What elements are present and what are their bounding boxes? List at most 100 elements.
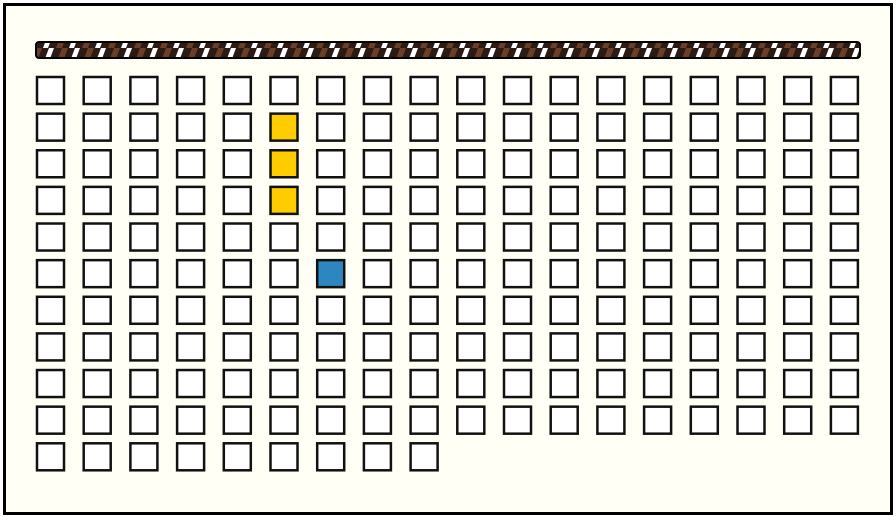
cell[interactable]	[829, 222, 860, 252]
cell[interactable]	[549, 405, 579, 435]
cell[interactable]	[502, 185, 533, 216]
cell[interactable]	[269, 442, 299, 472]
cell[interactable]	[829, 185, 860, 216]
cell[interactable]	[35, 149, 66, 179]
cell[interactable]	[409, 442, 439, 472]
cell[interactable]	[642, 332, 673, 362]
cell[interactable]	[409, 368, 439, 399]
cell[interactable]	[596, 222, 626, 252]
cell[interactable]	[502, 368, 533, 399]
cell[interactable]	[222, 222, 253, 252]
cell[interactable]	[829, 258, 860, 289]
cell[interactable]	[222, 405, 253, 435]
cell[interactable]	[315, 332, 346, 362]
cell[interactable]	[502, 258, 533, 289]
cell[interactable]	[549, 185, 579, 216]
cell[interactable]	[362, 185, 393, 216]
cell[interactable]	[642, 222, 673, 252]
cell[interactable]	[736, 368, 766, 399]
cell[interactable]	[362, 295, 393, 326]
cell[interactable]	[82, 258, 112, 289]
cell[interactable]	[829, 75, 860, 106]
cell[interactable]	[222, 332, 253, 362]
cell[interactable]	[222, 75, 253, 106]
cell[interactable]	[175, 368, 206, 399]
cell[interactable]	[456, 332, 486, 362]
cell[interactable]	[82, 368, 112, 399]
cell[interactable]	[642, 149, 673, 179]
cell[interactable]	[736, 405, 766, 435]
cell[interactable]	[175, 332, 206, 362]
cell[interactable]	[829, 368, 860, 399]
cell[interactable]	[362, 222, 393, 252]
cell[interactable]	[829, 112, 860, 142]
cell[interactable]	[689, 112, 720, 142]
cell[interactable]	[129, 222, 159, 252]
cell[interactable]	[222, 258, 253, 289]
cell[interactable]	[642, 75, 673, 106]
yellow-cell[interactable]	[269, 149, 299, 179]
cell[interactable]	[782, 185, 813, 216]
cell[interactable]	[129, 405, 159, 435]
cell[interactable]	[689, 149, 720, 179]
cell[interactable]	[82, 295, 112, 326]
cell[interactable]	[362, 75, 393, 106]
cell[interactable]	[689, 258, 720, 289]
cell[interactable]	[175, 405, 206, 435]
cell[interactable]	[82, 222, 112, 252]
cell[interactable]	[315, 368, 346, 399]
cell[interactable]	[82, 75, 112, 106]
cell[interactable]	[35, 258, 66, 289]
cell[interactable]	[129, 112, 159, 142]
cell[interactable]	[82, 405, 112, 435]
cell[interactable]	[689, 368, 720, 399]
cell[interactable]	[129, 368, 159, 399]
cell[interactable]	[782, 112, 813, 142]
cell[interactable]	[175, 442, 206, 472]
cell[interactable]	[736, 222, 766, 252]
cell[interactable]	[829, 332, 860, 362]
cell[interactable]	[315, 405, 346, 435]
cell[interactable]	[315, 75, 346, 106]
cell[interactable]	[736, 185, 766, 216]
cell[interactable]	[782, 149, 813, 179]
cell[interactable]	[222, 295, 253, 326]
cell[interactable]	[409, 222, 439, 252]
cell[interactable]	[82, 332, 112, 362]
cell[interactable]	[175, 149, 206, 179]
cell[interactable]	[736, 75, 766, 106]
cell[interactable]	[222, 149, 253, 179]
cell[interactable]	[689, 75, 720, 106]
cell[interactable]	[362, 112, 393, 142]
cell[interactable]	[549, 222, 579, 252]
cell[interactable]	[315, 442, 346, 472]
cell[interactable]	[35, 332, 66, 362]
cell[interactable]	[269, 332, 299, 362]
cell[interactable]	[736, 258, 766, 289]
cell[interactable]	[456, 185, 486, 216]
cell[interactable]	[782, 258, 813, 289]
cell[interactable]	[315, 185, 346, 216]
cell[interactable]	[82, 112, 112, 142]
cell[interactable]	[549, 149, 579, 179]
cell[interactable]	[502, 149, 533, 179]
cell[interactable]	[409, 75, 439, 106]
cell[interactable]	[782, 368, 813, 399]
cell[interactable]	[269, 405, 299, 435]
cell[interactable]	[596, 185, 626, 216]
cell[interactable]	[689, 332, 720, 362]
cell[interactable]	[782, 405, 813, 435]
cell[interactable]	[502, 112, 533, 142]
cell[interactable]	[129, 149, 159, 179]
cell[interactable]	[82, 185, 112, 216]
cell[interactable]	[549, 368, 579, 399]
cell[interactable]	[35, 75, 66, 106]
cell[interactable]	[175, 295, 206, 326]
cell[interactable]	[409, 332, 439, 362]
cell[interactable]	[502, 405, 533, 435]
cell[interactable]	[129, 75, 159, 106]
cell[interactable]	[456, 112, 486, 142]
cell[interactable]	[642, 368, 673, 399]
cell[interactable]	[549, 112, 579, 142]
cell[interactable]	[129, 185, 159, 216]
